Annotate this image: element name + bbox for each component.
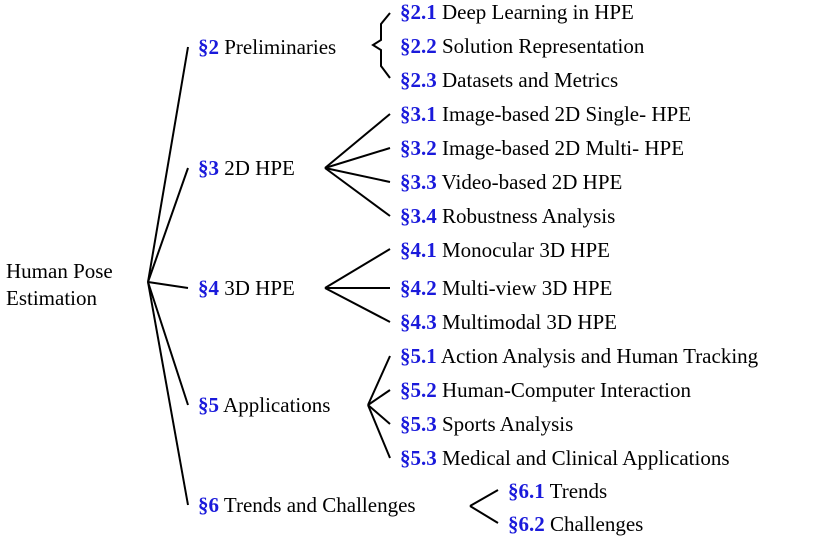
- subsection-5-1: §5.1 Action Analysis and Human Tracking: [400, 344, 758, 368]
- edge-s6-2: [469, 505, 499, 524]
- brace-s2: [371, 12, 391, 79]
- root-node: Human Pose Estimation: [6, 258, 113, 312]
- section-4-label: 3D HPE: [224, 276, 295, 300]
- subsection-label: Image-based 2D Multi- HPE: [442, 136, 685, 160]
- subsection-3-2: §3.2 Image-based 2D Multi- HPE: [400, 136, 684, 160]
- section-6-label: Trends and Challenges: [223, 493, 416, 517]
- edge-root-s4: [147, 281, 189, 289]
- subsection-number: §3.3: [400, 170, 437, 194]
- root-line-1: Human Pose: [6, 259, 113, 283]
- subsection-2-1: §2.1 Deep Learning in HPE: [400, 0, 634, 24]
- subsection-number: §5.3: [400, 412, 437, 436]
- subsection-6-1: §6.1 Trends: [508, 479, 607, 503]
- section-5-number: §5: [198, 393, 219, 417]
- subsection-number: §3.4: [400, 204, 437, 228]
- subsection-number: §5.1: [400, 344, 437, 368]
- subsection-2-3: §2.3 Datasets and Metrics: [400, 68, 618, 92]
- subsection-number: §3.1: [400, 102, 437, 126]
- section-6: §6 Trends and Challenges: [198, 493, 416, 517]
- subsection-number: §4.3: [400, 310, 437, 334]
- edge-s3-2: [324, 147, 391, 169]
- subsection-label: Multi-view 3D HPE: [442, 276, 613, 300]
- subsection-number: §4.1: [400, 238, 437, 262]
- edge-s6-1: [469, 489, 499, 507]
- subsection-2-2: §2.2 Solution Representation: [400, 34, 644, 58]
- edge-root-s5: [147, 281, 189, 406]
- section-2-label: Preliminaries: [224, 35, 337, 59]
- subsection-5-3: §5.3 Sports Analysis: [400, 412, 573, 436]
- section-6-number: §6: [198, 493, 219, 517]
- edge-s3-4: [324, 167, 391, 217]
- subsection-number: §2.2: [400, 34, 437, 58]
- edge-root-s2: [147, 46, 189, 283]
- subsection-number: §6.2: [508, 512, 545, 536]
- edge-s5-1: [367, 355, 391, 406]
- subsection-6-2: §6.2 Challenges: [508, 512, 643, 536]
- subsection-label: Robustness Analysis: [442, 204, 616, 228]
- subsection-label: Medical and Clinical Applications: [442, 446, 730, 470]
- subsection-label: Image-based 2D Single- HPE: [442, 102, 692, 126]
- edge-s3-3: [324, 167, 391, 183]
- subsection-number: §5.3: [400, 446, 437, 470]
- subsection-label: Video-based 2D HPE: [441, 170, 623, 194]
- section-2-number: §2: [198, 35, 219, 59]
- subsection-label: Human-Computer Interaction: [442, 378, 692, 402]
- root-line-2: Estimation: [6, 286, 97, 310]
- edge-s5-4: [367, 404, 391, 459]
- subsection-number: §6.1: [508, 479, 545, 503]
- subsection-number: §2.1: [400, 0, 437, 24]
- subsection-3-3: §3.3 Video-based 2D HPE: [400, 170, 622, 194]
- subsection-label: Trends: [549, 479, 608, 503]
- edge-s3-1: [324, 113, 391, 169]
- subsection-label: Deep Learning in HPE: [442, 0, 634, 24]
- edge-root-s3: [147, 167, 189, 283]
- subsection-4-1: §4.1 Monocular 3D HPE: [400, 238, 610, 262]
- subsection-label: Monocular 3D HPE: [442, 238, 610, 262]
- edge-root-s6: [147, 281, 189, 506]
- edge-s4-1: [324, 248, 391, 289]
- edge-s5-3: [367, 404, 391, 425]
- subsection-label: Action Analysis and Human Tracking: [440, 344, 759, 368]
- edge-s4-3: [324, 287, 391, 323]
- subsection-3-1: §3.1 Image-based 2D Single- HPE: [400, 102, 691, 126]
- subsection-label: Datasets and Metrics: [442, 68, 619, 92]
- section-4-number: §4: [198, 276, 219, 300]
- subsection-label: Challenges: [550, 512, 644, 536]
- section-3: §3 2D HPE: [198, 156, 295, 180]
- section-5-label: Applications: [223, 393, 331, 417]
- section-3-number: §3: [198, 156, 219, 180]
- subsection-4-3: §4.3 Multimodal 3D HPE: [400, 310, 617, 334]
- subsection-4-2: §4.2 Multi-view 3D HPE: [400, 276, 612, 300]
- subsection-3-4: §3.4 Robustness Analysis: [400, 204, 615, 228]
- subsection-number: §3.2: [400, 136, 437, 160]
- subsection-label: Solution Representation: [442, 34, 645, 58]
- edge-s5-2: [367, 389, 391, 406]
- subsection-number: §4.2: [400, 276, 437, 300]
- subsection-5-2: §5.2 Human-Computer Interaction: [400, 378, 691, 402]
- section-2: §2 Preliminaries: [198, 35, 336, 59]
- section-5: §5 Applications: [198, 393, 330, 417]
- subsection-number: §2.3: [400, 68, 437, 92]
- section-4: §4 3D HPE: [198, 276, 295, 300]
- subsection-label: Sports Analysis: [442, 412, 574, 436]
- subsection-number: §5.2: [400, 378, 437, 402]
- subsection-5-4: §5.3 Medical and Clinical Applications: [400, 446, 730, 470]
- subsection-label: Multimodal 3D HPE: [442, 310, 618, 334]
- section-3-label: 2D HPE: [224, 156, 295, 180]
